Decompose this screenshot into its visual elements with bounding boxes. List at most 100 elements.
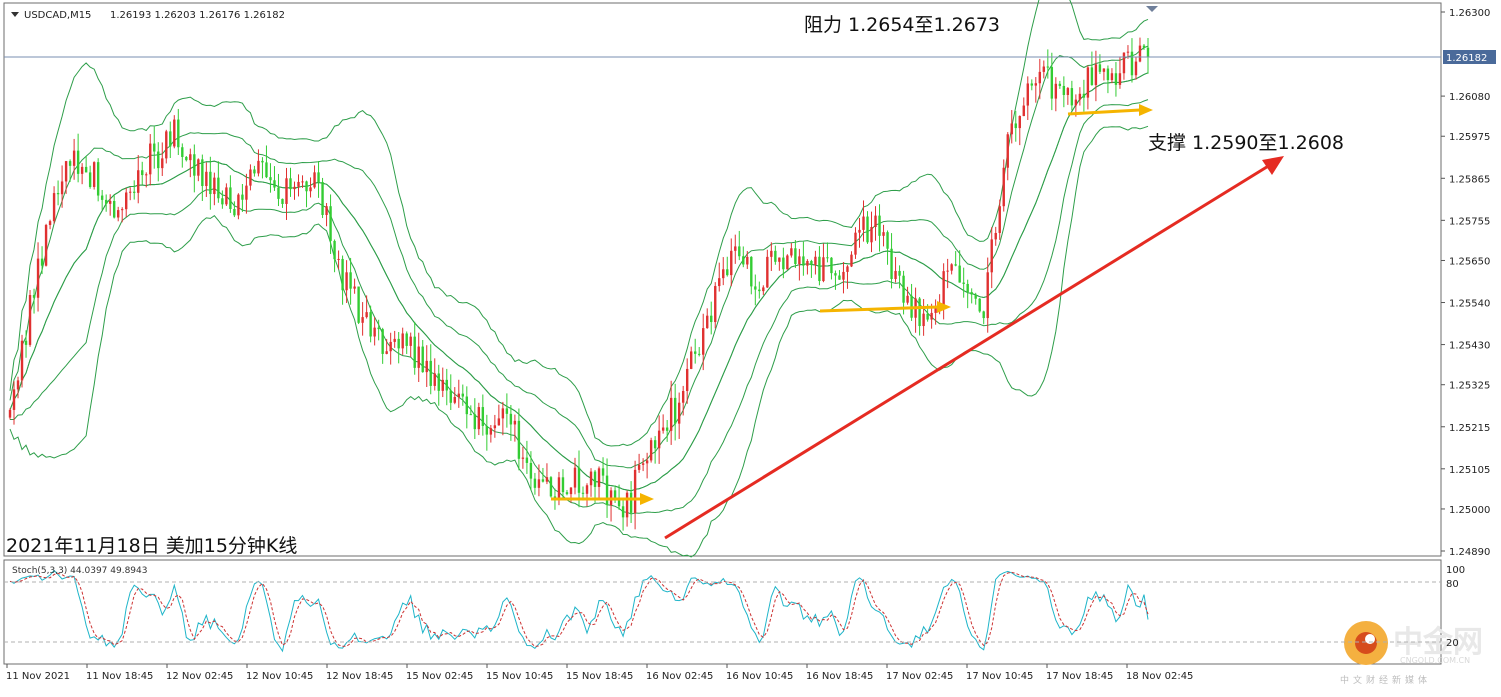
candle-body [197, 159, 200, 176]
candle-body [1042, 66, 1046, 72]
candle-body [16, 380, 20, 390]
candle-body [92, 162, 96, 187]
support-arrow-3[interactable] [1067, 108, 1141, 116]
stoch-main-line [9, 569, 1149, 653]
candle-body [481, 407, 485, 426]
time-tick-label: 17 Nov 02:45 [886, 671, 953, 682]
time-tick-label: 15 Nov 02:45 [406, 671, 473, 682]
time-tick-label: 16 Nov 10:45 [726, 671, 793, 682]
candle-body [1122, 52, 1126, 74]
candle-body [1070, 88, 1074, 106]
candle-body [345, 272, 348, 291]
watermark-url: CNGOLD.COM.CN [1400, 656, 1470, 665]
arrow-right-icon [937, 301, 951, 313]
candle-body [730, 250, 733, 276]
candle-body [974, 294, 977, 299]
candle-body [313, 172, 316, 188]
candle-body [165, 131, 168, 159]
time-axis[interactable]: 11 Nov 2021 11 Nov 18:45 12 Nov 02:45 12 No… [6, 664, 1193, 682]
candle-body [357, 286, 360, 323]
candle-body [798, 256, 801, 265]
time-tick-label: 12 Nov 02:45 [166, 671, 233, 682]
candle-body [397, 338, 400, 349]
candle-body [529, 462, 533, 479]
candle-body [141, 170, 144, 176]
candle-body [573, 467, 577, 488]
candle-body [1110, 73, 1114, 81]
candle-body [1066, 88, 1070, 95]
candle-body [321, 181, 324, 215]
bollinger-20-inner-upper-band [9, 45, 1149, 469]
candle-body [469, 414, 473, 416]
shift-marker-icon[interactable] [1146, 6, 1158, 12]
time-tick-label: 16 Nov 02:45 [646, 671, 713, 682]
candle-body [565, 492, 569, 495]
candle-body [221, 198, 224, 205]
candle-body [68, 161, 72, 166]
candle-body [738, 246, 741, 257]
candle-body [1006, 134, 1009, 168]
candle-body [1118, 73, 1122, 85]
candle-body [786, 255, 789, 270]
stoch-tick-100: 100 [1446, 565, 1465, 576]
candle-body [762, 287, 765, 292]
candle-body [1142, 45, 1146, 48]
time-tick-label: 12 Nov 10:45 [246, 671, 313, 682]
candle-body [189, 154, 192, 161]
candle-body [657, 430, 661, 449]
candle-body [1098, 64, 1102, 72]
candle-body [349, 272, 352, 289]
candle-body [417, 346, 420, 368]
candle-body [265, 162, 268, 178]
price-tick-label: 1.26300 [1449, 8, 1490, 19]
candle-body [1134, 61, 1138, 76]
price-tick-label: 1.25540 [1449, 299, 1490, 310]
candle-body [1054, 83, 1058, 99]
candle-body [301, 181, 304, 183]
trend-line[interactable] [664, 163, 1271, 540]
candle-body [994, 232, 997, 240]
price-plot-frame[interactable] [3, 2, 1442, 557]
price-tick-label: 1.24890 [1449, 547, 1490, 558]
price-axis[interactable]: 1.26300 1.26080 1.25975 1.25865 1.25755 1.256… [1441, 8, 1490, 558]
candle-body [88, 172, 92, 187]
candle-body [649, 440, 653, 461]
candle-body [445, 379, 448, 391]
candle-body [185, 156, 188, 161]
candle-body [906, 295, 909, 303]
price-tick-label: 1.25865 [1449, 174, 1490, 185]
candle-body [329, 206, 332, 241]
candle-body [108, 200, 112, 204]
candle-body [505, 408, 509, 414]
candle-body [393, 338, 396, 342]
collapse-triangle-icon[interactable] [11, 12, 19, 17]
candle-body [950, 264, 953, 271]
candle-body [557, 477, 561, 501]
candle-body [161, 158, 164, 169]
candle-body [449, 390, 452, 403]
candle-body [84, 166, 88, 173]
candle-body [549, 477, 553, 497]
candle-body [1086, 67, 1090, 98]
candle-body [8, 409, 12, 418]
candle-body [774, 250, 777, 262]
candle-body [325, 206, 328, 215]
stoch-plot-frame[interactable] [3, 559, 1442, 665]
candle-body [726, 269, 729, 276]
support-arrow-2[interactable] [819, 305, 939, 313]
price-tick-label: 1.25975 [1449, 132, 1490, 143]
candle-body [661, 427, 665, 431]
candle-body [461, 393, 464, 397]
candle-body [954, 264, 957, 266]
candle-body [589, 471, 593, 486]
candle-body [533, 478, 537, 488]
candle-body [373, 327, 376, 337]
candle-body [421, 346, 424, 373]
candle-body [36, 258, 40, 298]
candle-body [129, 191, 132, 193]
candle-body [1074, 99, 1078, 106]
candle-body [245, 185, 248, 200]
trend-arrowhead-icon [1262, 156, 1284, 175]
candle-body [20, 340, 24, 381]
